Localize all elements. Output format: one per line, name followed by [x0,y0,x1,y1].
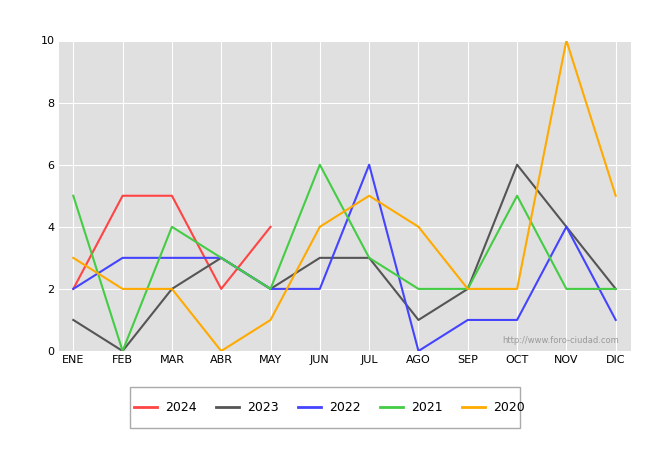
Text: 2024: 2024 [165,401,197,414]
Text: Matriculaciones de Vehiculos en Cebreros: Matriculaciones de Vehiculos en Cebreros [137,11,513,29]
Text: 2022: 2022 [329,401,361,414]
Text: http://www.foro-ciudad.com: http://www.foro-ciudad.com [502,336,619,345]
FancyBboxPatch shape [130,387,520,428]
Text: 2020: 2020 [493,401,525,414]
Text: 2021: 2021 [411,401,443,414]
Text: 2023: 2023 [247,401,279,414]
